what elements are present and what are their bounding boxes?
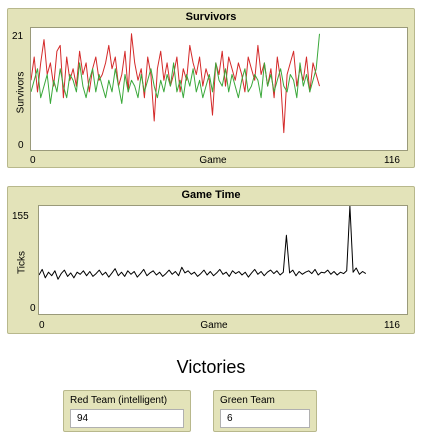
survivors-series-line-1	[31, 33, 320, 104]
survivors-line-chart	[31, 33, 320, 134]
game-time-y-axis-label: Ticks	[16, 251, 28, 274]
game-time-x-min-label: 0	[39, 320, 45, 331]
survivors-series-line-0	[31, 33, 320, 134]
red-team-victories-value: 94	[70, 409, 184, 428]
green-team-monitor: Green Team 6	[213, 390, 317, 432]
game-time-plot-panel: Game Time 155 0 Ticks 0 Game 116	[7, 186, 415, 334]
green-team-victories-value: 6	[220, 409, 310, 428]
green-team-monitor-label: Green Team	[220, 395, 275, 406]
game-time-x-axis-label: Game	[200, 320, 228, 331]
game-time-line-chart	[39, 206, 367, 280]
survivors-plot-panel: Survivors 21 0 Survivors 0 Game 116	[7, 8, 415, 168]
game-time-y-min-label: 0	[30, 303, 36, 314]
game-time-plot-area	[38, 205, 408, 315]
survivors-x-min-label: 0	[30, 155, 36, 166]
game-time-x-max-label: 116	[384, 320, 400, 331]
survivors-plot-area	[30, 27, 408, 151]
game-time-plot-title: Game Time	[181, 189, 241, 201]
game-time-y-max-label: 155	[12, 211, 29, 222]
survivors-y-max-label: 21	[12, 31, 24, 42]
survivors-y-min-label: 0	[18, 140, 24, 151]
survivors-x-max-label: 116	[384, 155, 400, 166]
red-team-monitor: Red Team (intelligent) 94	[63, 390, 191, 432]
game-time-series-line-0	[39, 206, 367, 280]
survivors-y-axis-label: Survivors	[15, 71, 27, 114]
victories-heading: Victories	[176, 357, 246, 377]
red-team-monitor-label: Red Team (intelligent)	[70, 395, 168, 406]
survivors-plot-title: Survivors	[185, 11, 237, 23]
survivors-x-axis-label: Game	[199, 155, 227, 166]
